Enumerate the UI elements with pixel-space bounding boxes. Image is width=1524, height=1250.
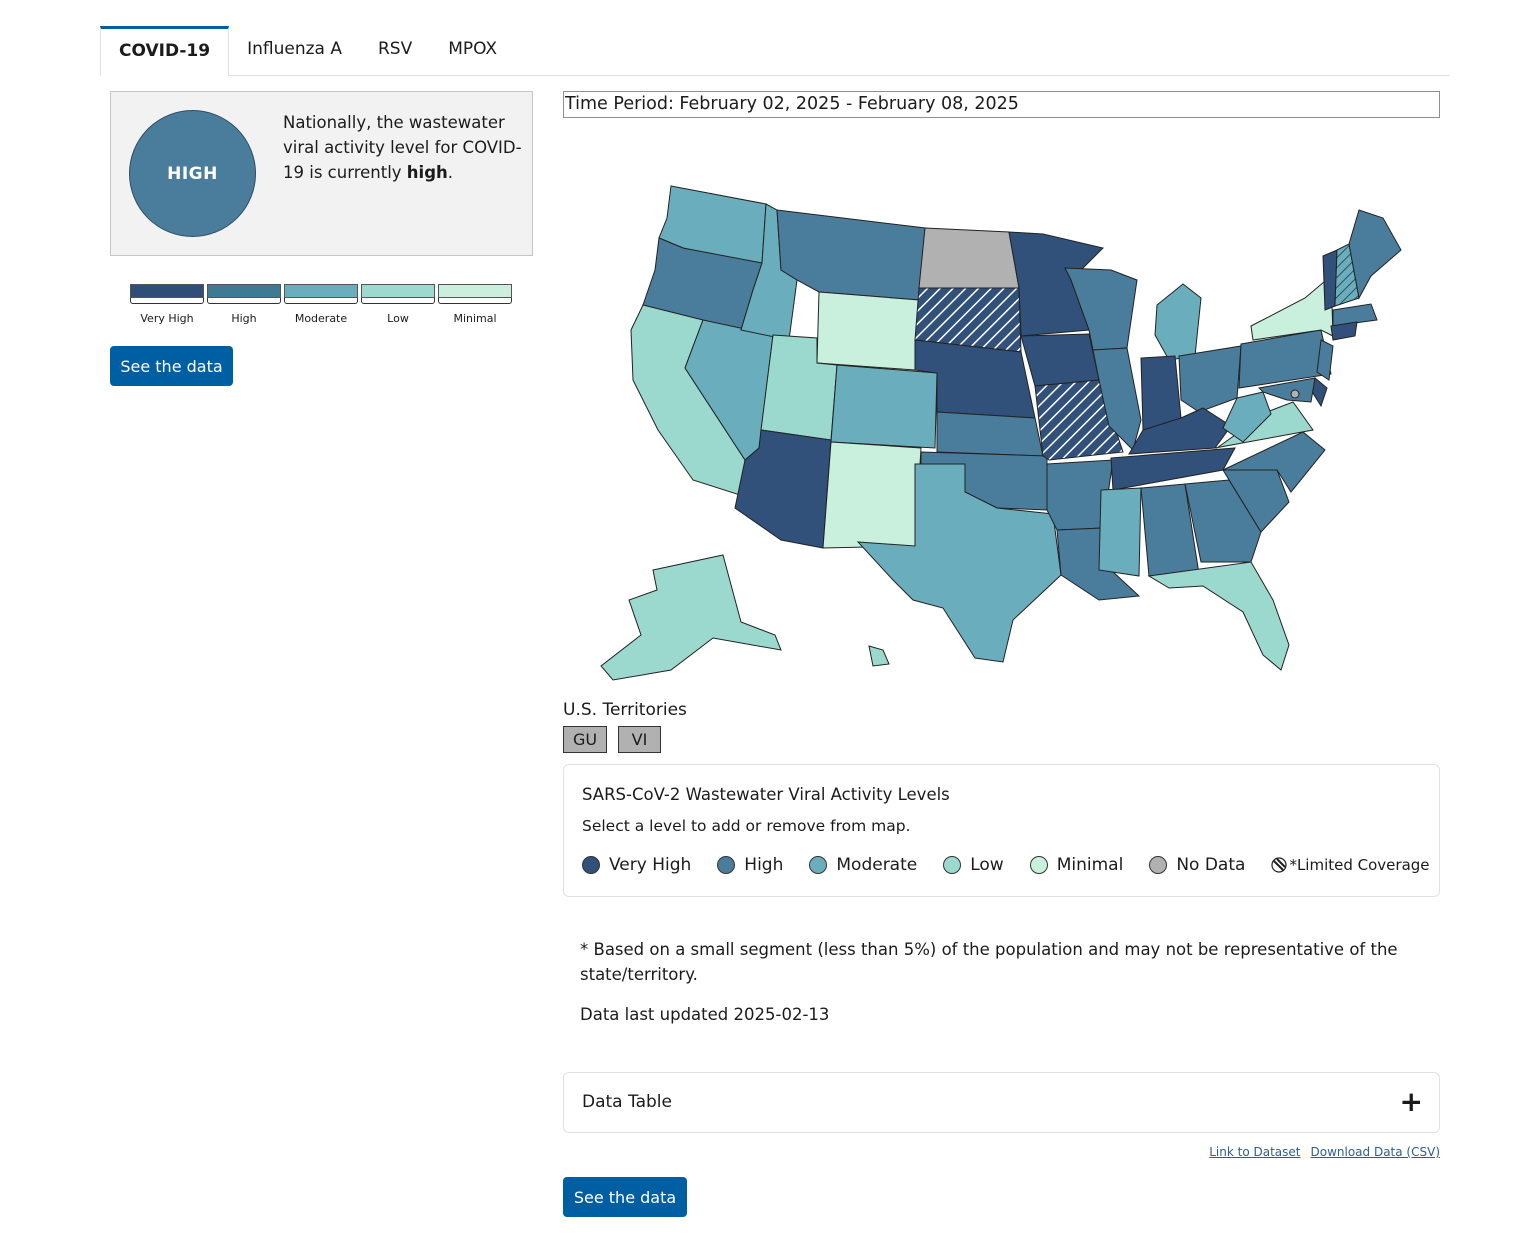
scale-label-moderate: Moderate	[294, 312, 348, 325]
activity-scale: Very High High Moderate Low Minimal	[130, 284, 514, 330]
state-hi[interactable]	[868, 645, 890, 667]
us-wastewater-map	[600, 185, 1402, 681]
legend-label: Very High	[609, 855, 692, 875]
state-co[interactable]	[830, 364, 938, 449]
state-in[interactable]	[1140, 355, 1182, 431]
state-mo[interactable]	[1034, 379, 1124, 461]
state-mi[interactable]	[1154, 283, 1202, 361]
see-the-data-button-bottom[interactable]: See the data	[563, 1177, 687, 1217]
legend-item-low[interactable]: Low	[943, 855, 1004, 875]
time-period: Time Period: February 02, 2025 - Februar…	[563, 91, 1440, 118]
download-csv-link[interactable]: Download Data (CSV)	[1310, 1145, 1441, 1159]
legend-label: *Limited Coverage	[1289, 856, 1430, 874]
state-md[interactable]	[1257, 377, 1316, 403]
legend-label: High	[744, 855, 784, 875]
legend-item-moderate[interactable]: Moderate	[809, 855, 917, 875]
state-pa[interactable]	[1238, 329, 1332, 389]
scale-brace	[207, 298, 281, 304]
state-ny[interactable]	[1250, 274, 1334, 341]
legend-label: Moderate	[836, 855, 918, 875]
state-me[interactable]	[1348, 209, 1402, 300]
scale-brace	[284, 298, 358, 304]
legend-subtitle: Select a level to add or remove from map…	[582, 817, 911, 835]
state-wy[interactable]	[816, 291, 920, 371]
tab-mpox[interactable]: MPOX	[448, 39, 498, 59]
legend-item-high[interactable]: High	[717, 855, 783, 875]
legend-items: Very High High Moderate Low Minimal No D…	[582, 855, 1430, 875]
scale-label-minimal: Minimal	[453, 312, 497, 325]
summary-level: high	[406, 163, 448, 182]
scale-label-very-high: Very High	[140, 312, 194, 325]
state-mt[interactable]	[776, 209, 926, 301]
legend-dot	[943, 856, 962, 874]
state-tx[interactable]	[856, 463, 1062, 663]
scale-segment-low	[361, 284, 435, 298]
scale-brace	[438, 298, 512, 304]
legend-title: SARS-CoV-2 Wastewater Viral Activity Lev…	[582, 785, 950, 804]
legend-dot	[717, 856, 736, 874]
tab-rsv[interactable]: RSV	[377, 39, 413, 59]
legend-label: No Data	[1176, 855, 1246, 875]
state-ia[interactable]	[1020, 333, 1100, 387]
state-wv[interactable]	[1222, 391, 1272, 443]
state-ga[interactable]	[1184, 479, 1262, 563]
national-summary-card: HIGH Nationally, the wastewater viral ac…	[110, 91, 533, 256]
territory-gu[interactable]: GU	[563, 726, 607, 753]
accordion-label: Data Table	[582, 1092, 672, 1112]
state-ms[interactable]	[1098, 487, 1142, 577]
tab-covid-19[interactable]: COVID-19	[100, 26, 230, 76]
state-ak[interactable]	[600, 554, 782, 681]
legend-dot	[1029, 856, 1048, 874]
see-the-data-button-top[interactable]: See the data	[110, 346, 233, 386]
dataset-links: Link to Dataset Download Data (CSV)	[1209, 1145, 1440, 1159]
data-table-accordion[interactable]: Data Table +	[563, 1072, 1440, 1133]
data-last-updated: Data last updated 2025-02-13	[580, 1005, 830, 1024]
link-to-dataset[interactable]: Link to Dataset	[1209, 1145, 1301, 1159]
scale-segment-high	[207, 284, 281, 298]
scale-brace	[361, 298, 435, 304]
legend-dot	[1149, 856, 1168, 874]
summary-suffix: .	[447, 163, 454, 182]
legend-dot	[582, 856, 600, 874]
legend-item-minimal[interactable]: Minimal	[1029, 855, 1124, 875]
territory-vi[interactable]: VI	[618, 726, 661, 753]
state-dc[interactable]	[1290, 389, 1300, 399]
scale-label-high: High	[231, 312, 257, 325]
legend-label: Minimal	[1056, 855, 1124, 875]
legend-item-limited-coverage[interactable]: *Limited Coverage	[1271, 856, 1430, 874]
state-nd[interactable]	[918, 227, 1020, 289]
national-level-text: HIGH	[167, 163, 218, 184]
coverage-footnote: * Based on a small segment (less than 5%…	[580, 940, 1398, 984]
scale-brace	[130, 298, 204, 304]
legend-item-no-data[interactable]: No Data	[1149, 855, 1245, 875]
hatch-icon	[1271, 857, 1288, 873]
state-fl[interactable]	[1147, 561, 1290, 671]
pathogen-tabs: COVID-19 Influenza A RSV MPOX	[100, 26, 1450, 76]
state-ma[interactable]	[1332, 303, 1378, 327]
national-summary-text: Nationally, the wastewater viral activit…	[283, 110, 523, 185]
scale-segment-very-high	[130, 284, 204, 298]
legend-item-very-high[interactable]: Very High	[582, 855, 691, 875]
state-nc[interactable]	[1222, 431, 1326, 493]
legend-dot	[809, 856, 828, 874]
tab-influenza-a[interactable]: Influenza A	[247, 39, 342, 59]
scale-segment-moderate	[284, 284, 358, 298]
state-nj[interactable]	[1316, 339, 1334, 381]
national-level-badge: HIGH	[129, 110, 256, 237]
map-legend: SARS-CoV-2 Wastewater Viral Activity Lev…	[563, 764, 1440, 897]
territories-title: U.S. Territories	[563, 700, 687, 720]
state-nm[interactable]	[822, 441, 922, 549]
scale-segment-minimal	[438, 284, 512, 298]
state-ct[interactable]	[1330, 321, 1358, 341]
scale-label-low: Low	[387, 312, 409, 325]
state-oh[interactable]	[1178, 345, 1242, 413]
legend-label: Low	[970, 855, 1004, 875]
summary-prefix: Nationally, the wastewater viral activit…	[283, 113, 522, 182]
plus-icon: +	[1399, 1085, 1423, 1118]
state-ks[interactable]	[936, 411, 1044, 457]
